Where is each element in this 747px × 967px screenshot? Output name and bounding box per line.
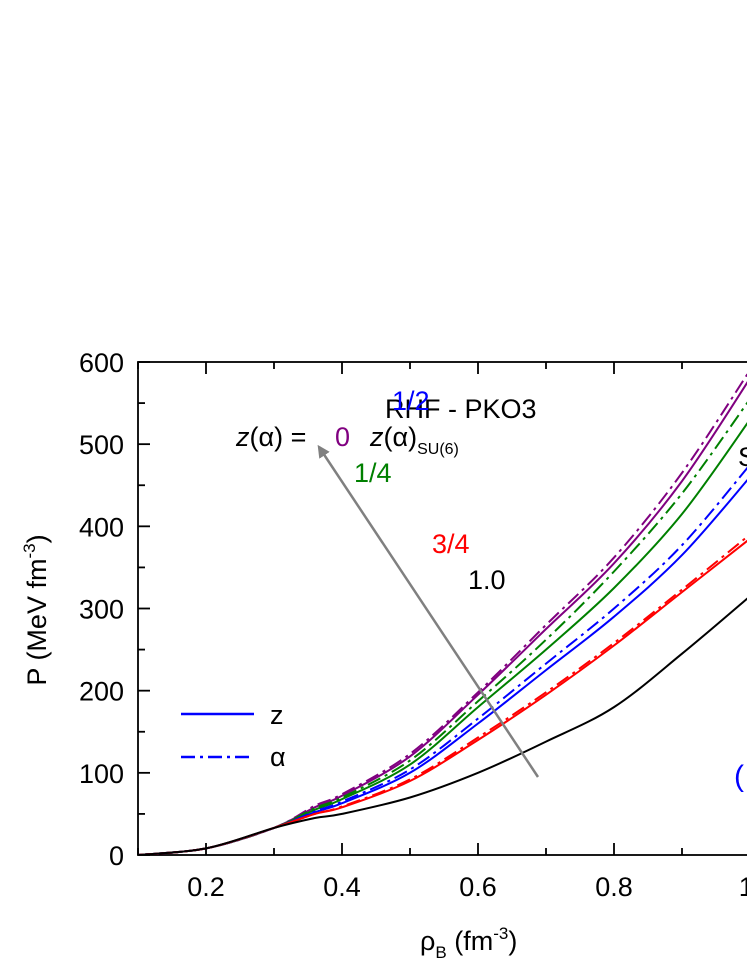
y-axis-label-sup: -3: [20, 543, 39, 558]
annotation-z-rest: (α) =: [250, 422, 307, 452]
y-tick-label: 200: [79, 677, 124, 707]
series-line-6: [138, 539, 747, 855]
annotation-z-italic: z: [235, 422, 250, 452]
series-line-3: [138, 401, 747, 855]
plot-frame: [137, 361, 747, 856]
x-axis-label-gap: [447, 926, 455, 956]
x-tick-label: 0.8: [595, 872, 633, 902]
annotation-three-quarter: 3/4: [432, 529, 470, 559]
series-line-2: [138, 422, 747, 855]
x-axis-label-unit-close: ): [508, 926, 517, 956]
y-axis: 0 100 200 300 400 500 600: [79, 348, 150, 871]
annotation-z-label: z(α) =: [235, 422, 306, 452]
trend-arrow: [317, 444, 540, 778]
x-axis-label-unit-sup: -3: [493, 924, 508, 943]
y-axis-label-close: ): [22, 534, 52, 543]
x-tick-label: 0.2: [187, 872, 225, 902]
annotation-su6-rest: (α): [384, 422, 418, 452]
annotation-su6-italic: z: [369, 422, 384, 452]
annotation-edge-paren: (: [734, 760, 744, 793]
x-axis-label-unit: (fm: [454, 926, 493, 956]
x-tick-label: 1.: [739, 872, 747, 902]
annotation-quarter: 1/4: [354, 458, 392, 488]
series-line-5: [138, 466, 747, 855]
y-tick-label: 100: [79, 759, 124, 789]
y-axis-label-main: P (MeV fm: [22, 559, 52, 686]
y-tick-label: 500: [79, 430, 124, 460]
annotation-zero: 0: [335, 422, 350, 452]
x-axis-label: ρB (fm-3): [420, 924, 517, 962]
annotation-half: 1/2: [392, 386, 430, 416]
series-line-8: [138, 597, 747, 855]
chart-title: RHF - PKO3: [385, 394, 537, 424]
annotation-su6-sub: SU(6): [417, 441, 459, 458]
y-tick-label: 0: [109, 841, 124, 871]
annotation-one: 1.0: [468, 565, 506, 595]
annotation-su6: z(α)SU(6): [369, 422, 459, 458]
x-axis-label-rho: ρ: [420, 926, 435, 956]
x-axis-label-sub: B: [435, 943, 446, 962]
y-axis-label: P (MeV fm-3): [20, 534, 52, 685]
y-tick-label: 300: [79, 595, 124, 625]
legend-label-z: z: [270, 700, 284, 730]
series-line-7: [138, 535, 747, 855]
annotation-edge-s: S: [738, 442, 747, 472]
y-tick-label: 400: [79, 512, 124, 542]
legend: z α: [181, 700, 286, 772]
y-tick-label: 600: [79, 348, 124, 378]
x-axis: 0.2 0.4 0.6 0.8 1.: [137, 362, 747, 902]
x-tick-label: 0.6: [459, 872, 497, 902]
series-layer: [138, 372, 747, 855]
x-tick-label: 0.4: [323, 872, 361, 902]
legend-label-alpha: α: [270, 742, 286, 772]
